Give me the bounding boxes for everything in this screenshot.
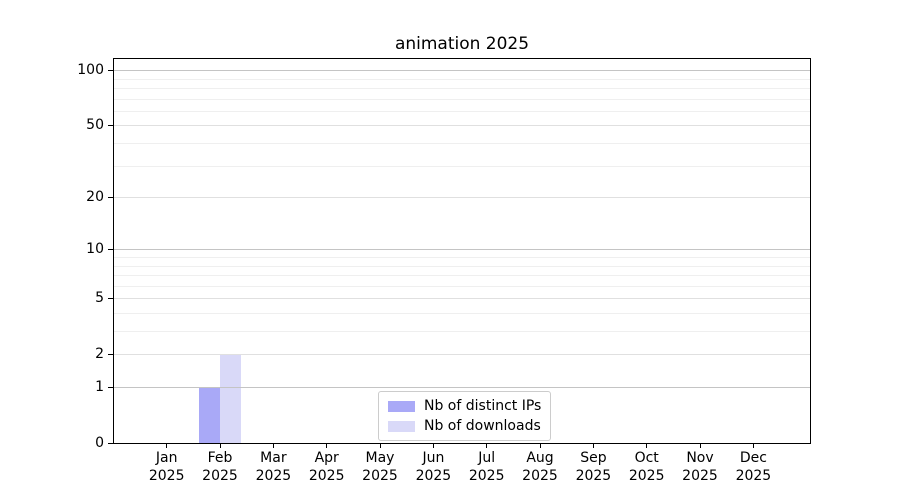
- bar-nb-of-downloads: [220, 354, 242, 443]
- gridline-major: [114, 249, 810, 251]
- bar-nb-of-distinct-ips: [198, 387, 220, 443]
- x-tick-month: Aug: [526, 450, 554, 466]
- plot-area: 0 1 2 5 10 20 50 100 Jan 2025 Feb 2025 Mar 2025 Apr 202…: [77, 58, 811, 484]
- y-axis-tick: [108, 387, 113, 388]
- x-tick-label: Nov 2025: [668, 449, 732, 485]
- legend-swatch-nb-of-distinct-ips: [388, 400, 415, 412]
- x-tick-label: Jul 2025: [455, 449, 519, 485]
- legend-entry-nb-of-downloads: Nb of downloads: [388, 418, 541, 434]
- legend-label-nb-of-downloads: Nb of downloads: [424, 418, 541, 434]
- gridline-minor: [114, 285, 810, 287]
- y-tick-label: 20: [86, 189, 104, 205]
- x-tick-month: Jun: [422, 450, 445, 466]
- x-tick-label: May 2025: [348, 449, 412, 485]
- y-tick-label: 2: [95, 346, 104, 363]
- x-tick-year: 2025: [628, 468, 665, 484]
- x-axis-tick: [379, 443, 381, 448]
- x-axis-tick: [166, 443, 168, 448]
- x-tick-label: Jun 2025: [401, 449, 465, 485]
- x-tick-year: 2025: [308, 468, 345, 484]
- x-tick-label: Sep 2025: [561, 449, 625, 485]
- x-tick-month: Nov: [686, 450, 714, 466]
- x-axis-tick: [592, 443, 594, 448]
- gridline-major: [114, 70, 810, 72]
- gridline-minor: [114, 257, 810, 258]
- x-tick-label: Oct 2025: [615, 449, 679, 485]
- y-axis-tick: [108, 249, 113, 251]
- y-axis-tick: [108, 354, 113, 356]
- x-tick-year: 2025: [362, 468, 398, 484]
- x-tick-month: Feb: [207, 450, 233, 466]
- gridline-major: [114, 298, 810, 300]
- x-axis-tick: [432, 443, 434, 448]
- x-tick-year: 2025: [255, 468, 292, 484]
- x-tick-year: 2025: [682, 468, 718, 484]
- x-tick-month: Sep: [580, 450, 607, 466]
- x-tick-month: Jul: [478, 450, 496, 466]
- x-axis-tick: [219, 443, 221, 448]
- legend-swatch-nb-of-downloads: [388, 420, 415, 432]
- x-tick-month: Oct: [634, 450, 659, 466]
- y-axis-tick: [108, 125, 113, 127]
- y-tick-label: 5: [95, 290, 104, 307]
- x-tick-month: Dec: [739, 450, 767, 466]
- x-tick-year: 2025: [468, 468, 505, 484]
- gridline-minor: [114, 78, 810, 80]
- x-tick-label: Aug 2025: [508, 449, 572, 485]
- gridline-major: [114, 387, 810, 388]
- x-tick-month: Apr: [314, 450, 339, 466]
- gridline-minor: [114, 165, 810, 167]
- x-tick-label: Mar 2025: [241, 449, 305, 485]
- x-tick-label: Apr 2025: [295, 449, 359, 485]
- x-tick-year: 2025: [148, 468, 185, 484]
- x-axis-tick: [646, 443, 648, 448]
- gridline-major: [114, 125, 810, 127]
- y-tick-label: 0: [95, 435, 104, 451]
- legend: Nb of distinct IPs Nb of downloads: [378, 391, 552, 441]
- x-tick-month: Jan: [155, 450, 178, 466]
- x-axis-tick: [699, 443, 701, 448]
- x-tick-label: Jan 2025: [135, 449, 199, 485]
- legend-entry-nb-of-distinct-ips: Nb of distinct IPs: [388, 398, 541, 414]
- x-tick-year: 2025: [522, 468, 558, 484]
- x-tick-label: Dec 2025: [721, 449, 785, 485]
- y-tick-label: 1: [95, 379, 104, 395]
- gridline-minor: [114, 142, 810, 144]
- x-tick-month: Mar: [260, 450, 287, 466]
- gridline-minor: [114, 275, 810, 276]
- gridline-minor: [114, 110, 810, 112]
- gridline-minor: [114, 331, 810, 332]
- y-tick-label: 50: [86, 117, 104, 134]
- x-axis-tick: [539, 443, 541, 448]
- legend-label-nb-of-distinct-ips: Nb of distinct IPs: [424, 398, 542, 414]
- gridline-major: [114, 197, 810, 198]
- y-tick-label: 100: [77, 62, 104, 79]
- x-tick-year: 2025: [575, 468, 612, 484]
- gridline-major: [114, 354, 810, 356]
- gridline-minor: [114, 313, 810, 314]
- y-tick-label: 10: [86, 241, 104, 258]
- gridline-minor: [114, 87, 810, 89]
- x-axis-tick: [486, 443, 488, 448]
- y-axis-tick: [108, 197, 113, 198]
- x-axis-tick: [752, 443, 754, 448]
- x-tick-month: May: [365, 450, 395, 466]
- x-tick-year: 2025: [202, 468, 238, 484]
- chart-title: animation 2025: [394, 34, 530, 54]
- x-axis-tick: [272, 443, 274, 448]
- gridline-minor: [114, 98, 810, 100]
- x-tick-year: 2025: [415, 468, 452, 484]
- x-tick-label: Feb 2025: [188, 449, 252, 485]
- y-axis-tick: [108, 298, 113, 300]
- x-axis-tick: [326, 443, 328, 448]
- y-axis-tick: [108, 443, 113, 444]
- gridline-minor: [114, 265, 810, 267]
- y-axis-tick: [108, 70, 113, 72]
- x-tick-year: 2025: [735, 468, 772, 484]
